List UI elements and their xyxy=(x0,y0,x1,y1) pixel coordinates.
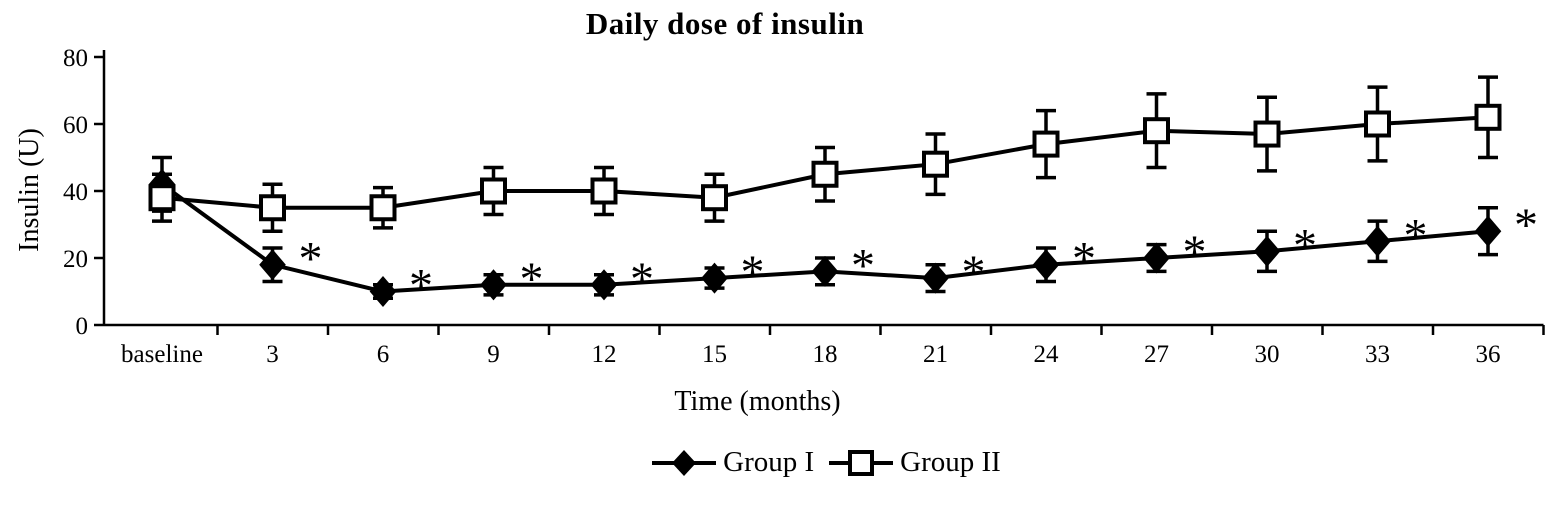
axes xyxy=(102,50,1544,327)
legend-label-group-ii: Group II xyxy=(900,446,1001,478)
x-tick-label: 21 xyxy=(923,341,948,368)
square-marker xyxy=(1032,130,1060,158)
significance-asterisk: * xyxy=(851,239,875,292)
y-tick-label: 40 xyxy=(63,179,88,206)
diamond-marker xyxy=(369,275,397,308)
legend: Group I Group II xyxy=(93,446,1559,479)
square-marker xyxy=(701,184,728,212)
series-group-i: * * * * * * * * * * * * xyxy=(148,155,1538,313)
significance-asterisk: * xyxy=(1072,233,1096,286)
diamond-marker xyxy=(1143,242,1170,274)
legend-item-group-i: Group I xyxy=(651,446,814,479)
diamond-marker xyxy=(1253,235,1281,267)
series-group-ii xyxy=(148,75,1502,233)
square-marker xyxy=(369,194,397,222)
significance-asterisk: * xyxy=(520,253,544,306)
legend-label-group-i: Group I xyxy=(723,446,815,478)
legend-item-group-ii: Group II xyxy=(828,446,1001,479)
diamond-marker xyxy=(259,249,286,281)
square-marker xyxy=(922,150,949,178)
significance-asterisk: * xyxy=(1293,219,1317,272)
x-tick-label: 33 xyxy=(1365,341,1390,368)
significance-asterisk: * xyxy=(299,233,323,286)
square-marker xyxy=(148,184,176,212)
diamond-marker xyxy=(701,262,728,294)
significance-asterisk: * xyxy=(1514,199,1538,252)
square-marker xyxy=(590,177,618,205)
square-marker xyxy=(811,160,839,188)
y-tick-label: 60 xyxy=(63,112,88,139)
significance-asterisk: * xyxy=(1183,226,1207,279)
x-tick-label: 36 xyxy=(1476,341,1501,368)
diamond-marker xyxy=(1474,215,1502,247)
chart-title: Daily dose of insulin xyxy=(585,6,865,41)
x-tick-label: 24 xyxy=(1034,341,1060,368)
diamond-marker xyxy=(811,255,839,287)
x-tick-label: 15 xyxy=(702,341,727,368)
x-tick-label: 18 xyxy=(813,341,838,368)
diamond-marker-icon xyxy=(652,449,717,476)
significance-asterisk: * xyxy=(962,246,986,299)
significance-asterisk: * xyxy=(409,260,433,313)
significance-asterisk: * xyxy=(741,246,765,299)
diamond-marker xyxy=(480,269,507,301)
significance-asterisk: * xyxy=(1404,209,1428,262)
square-marker xyxy=(1253,120,1281,148)
square-marker xyxy=(1143,117,1170,145)
square-marker xyxy=(1474,103,1502,131)
square-marker xyxy=(1364,110,1391,138)
diamond-marker xyxy=(1364,225,1391,257)
x-tick-label: 9 xyxy=(487,341,500,368)
y-tick-label: 80 xyxy=(63,45,88,72)
significance-asterisk: * xyxy=(630,253,654,306)
diamond-marker xyxy=(922,262,949,294)
x-axis-label: Time (months) xyxy=(674,386,841,417)
x-tick-label: baseline xyxy=(121,341,203,368)
square-marker-icon xyxy=(829,449,894,476)
x-tick-label: 27 xyxy=(1144,341,1169,368)
x-tick-label: 12 xyxy=(592,341,617,368)
y-tick-label: 0 xyxy=(76,313,89,340)
diamond-marker xyxy=(590,269,618,301)
y-tick-label: 20 xyxy=(63,246,88,273)
diamond-marker xyxy=(1032,249,1060,281)
x-axis-ticks: baseline 3 6 9 12 15 18 21 24 27 30 33 36 xyxy=(121,325,1545,368)
x-tick-label: 30 xyxy=(1255,341,1280,368)
y-axis-label: Insulin (U) xyxy=(14,128,45,252)
x-tick-label: 3 xyxy=(266,341,279,368)
y-axis-ticks: 0 20 40 60 80 xyxy=(63,45,104,340)
x-tick-label: 6 xyxy=(377,341,390,368)
square-marker xyxy=(259,194,286,222)
square-marker xyxy=(480,177,507,205)
